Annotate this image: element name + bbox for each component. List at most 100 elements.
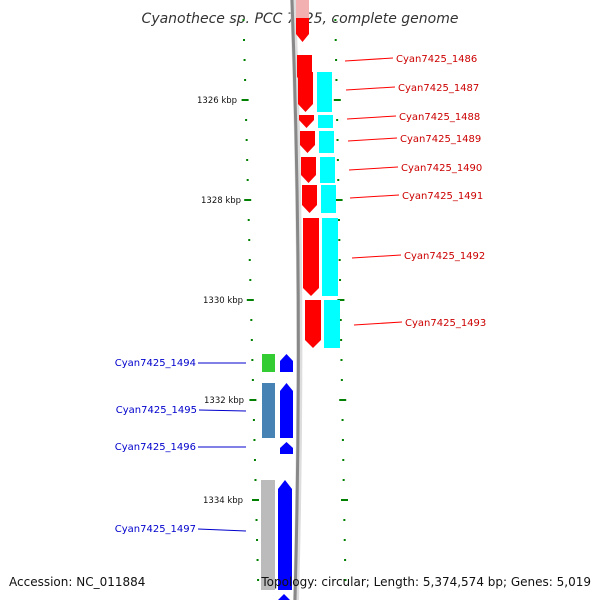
tick-right xyxy=(336,159,339,161)
tick-label-1328: 1328 kbp xyxy=(201,196,241,206)
tick-right xyxy=(337,179,340,181)
tick-right xyxy=(336,119,339,121)
tick-label-1326: 1326 kbp xyxy=(197,96,237,106)
gene-arrow-1491 xyxy=(302,185,317,213)
tick-left xyxy=(256,539,259,541)
gene-label-1488[interactable]: Cyan7425_1488 xyxy=(399,112,480,123)
tick-left xyxy=(253,459,256,461)
feature-block-1497 xyxy=(261,480,275,590)
tick-right xyxy=(333,99,341,101)
tick-right xyxy=(340,339,343,341)
tick-left xyxy=(256,559,259,561)
feature-block-cyan xyxy=(320,157,335,183)
tick-left xyxy=(241,99,249,101)
tick-left xyxy=(242,19,245,21)
tick-right xyxy=(342,479,345,481)
gene-label-1491[interactable]: Cyan7425_1491 xyxy=(402,191,483,202)
leader-line-forward xyxy=(349,194,400,199)
leader-line-forward xyxy=(345,86,396,91)
gene-arrow-1492 xyxy=(303,218,319,296)
tick-left xyxy=(246,179,249,181)
tick-label-1330: 1330 kbp xyxy=(203,296,243,306)
leader-line-forward xyxy=(346,115,397,120)
gene-arrow-1493 xyxy=(305,300,321,348)
tick-left xyxy=(244,79,247,81)
gene-arrow-1487 xyxy=(298,72,313,112)
tick-right xyxy=(337,299,345,301)
gene-arrow-1495 xyxy=(280,383,293,438)
gene-label-1492[interactable]: Cyan7425_1492 xyxy=(404,251,485,262)
tick-left xyxy=(245,119,248,121)
tick-left xyxy=(243,39,246,41)
gene-label-1490[interactable]: Cyan7425_1490 xyxy=(401,163,482,174)
tick-right xyxy=(342,459,345,461)
gene-label-1489[interactable]: Cyan7425_1489 xyxy=(400,134,481,145)
feature-block-cyan xyxy=(318,115,333,128)
tick-left xyxy=(250,339,253,341)
gene-arrow-1497 xyxy=(278,480,292,590)
leader-line-forward xyxy=(348,166,399,171)
feature-block-cyan xyxy=(322,218,338,296)
tick-right xyxy=(335,59,338,61)
feature-block-1494 xyxy=(262,354,275,372)
tick-left xyxy=(251,379,254,381)
gene-features xyxy=(261,0,340,600)
tick-left xyxy=(249,399,257,401)
tick-right xyxy=(339,319,342,321)
gene-arrow-top xyxy=(296,18,309,42)
accession-text: Accession: NC_011884 xyxy=(9,575,145,589)
gene-label-1497[interactable]: Cyan7425_1497 xyxy=(115,524,196,535)
tick-right xyxy=(334,19,337,21)
scale-ticks xyxy=(241,19,348,581)
gene-label-1487[interactable]: Cyan7425_1487 xyxy=(398,83,479,94)
tick-right xyxy=(335,79,338,81)
tick-right xyxy=(339,399,347,401)
feature-block-cyan xyxy=(319,131,334,153)
gene-arrow-1488 xyxy=(299,115,314,128)
tick-left xyxy=(247,219,250,221)
gene-label-1486[interactable]: Cyan7425_1486 xyxy=(396,54,477,65)
tick-label-1334: 1334 kbp xyxy=(203,496,243,506)
tick-right xyxy=(338,259,341,261)
tick-left xyxy=(254,479,257,481)
gene-arrow-1490 xyxy=(301,157,316,183)
tick-right xyxy=(334,39,337,41)
tick-left xyxy=(248,259,251,261)
feature-block-cyan xyxy=(321,185,336,213)
tick-left xyxy=(255,519,258,521)
tick-right xyxy=(343,539,346,541)
tick-right xyxy=(335,199,343,201)
gene-label-1493[interactable]: Cyan7425_1493 xyxy=(405,318,486,329)
tick-left xyxy=(257,579,260,581)
gene-label-1496[interactable]: Cyan7425_1496 xyxy=(115,442,196,453)
gene-arrow-bottom xyxy=(278,594,290,600)
tick-left xyxy=(251,359,254,361)
tick-right xyxy=(338,239,341,241)
feature-block-cyan xyxy=(317,72,332,112)
tick-left xyxy=(248,239,251,241)
scale-tick-labels: 1326 kbp 1328 kbp 1330 kbp 1332 kbp 1334… xyxy=(197,96,244,506)
gene-label-1495[interactable]: Cyan7425_1495 xyxy=(116,405,197,416)
tick-left xyxy=(246,159,249,161)
tick-right xyxy=(341,419,344,421)
tick-left xyxy=(252,499,259,501)
tick-right xyxy=(340,379,343,381)
leader-line-reverse xyxy=(197,528,247,532)
leader-line-forward xyxy=(347,137,398,142)
leader-line-forward xyxy=(351,254,402,259)
forward-gene-labels: Cyan7425_1486 Cyan7425_1487 Cyan7425_148… xyxy=(396,54,486,329)
tick-left xyxy=(252,419,255,421)
leader-line-forward xyxy=(353,321,403,326)
tick-right xyxy=(344,579,347,581)
tick-left xyxy=(243,59,246,61)
tick-left xyxy=(253,439,256,441)
tick-left xyxy=(250,319,253,321)
gene-arrow-1496 xyxy=(280,442,293,454)
tick-right xyxy=(336,139,339,141)
label-leaders xyxy=(197,57,403,532)
genome-backbone xyxy=(290,0,300,600)
reverse-gene-labels: Cyan7425_1494 Cyan7425_1495 Cyan7425_149… xyxy=(115,358,197,535)
gene-label-1494[interactable]: Cyan7425_1494 xyxy=(115,358,196,369)
feature-block-1495 xyxy=(262,383,275,438)
